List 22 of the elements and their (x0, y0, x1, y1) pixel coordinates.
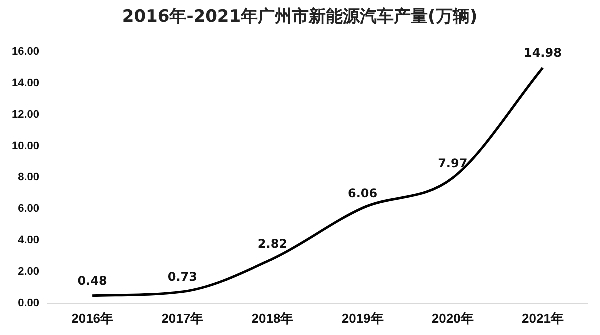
chart-title: 2016年-2021年广州市新能源汽车产量(万辆) (121, 6, 479, 29)
y-tick-label: 14.00 (12, 77, 40, 90)
data-label: 14.98 (524, 46, 562, 60)
y-tick-label: 0.00 (18, 297, 40, 310)
x-tick-label: 2020年 (432, 310, 474, 326)
y-tick-label: 8.00 (18, 172, 40, 184)
x-tick-label: 2021年 (522, 310, 564, 326)
data-label: 2.82 (258, 237, 288, 252)
data-label: 7.97 (438, 156, 468, 170)
y-tick-label: 6.00 (18, 203, 40, 216)
data-label: 0.48 (78, 274, 108, 288)
y-tick-label: 12.00 (12, 108, 40, 121)
data-label: 0.73 (168, 270, 198, 284)
y-tick-label: 10.00 (12, 140, 40, 152)
y-tick-label: 4.00 (18, 234, 40, 247)
y-tick-label: 16.00 (12, 46, 40, 58)
x-tick-label: 2019年 (342, 310, 384, 326)
x-tick-label: 2018年 (252, 310, 294, 326)
x-tick-label: 2016年 (72, 310, 114, 326)
y-tick-label: 2.00 (18, 266, 40, 278)
data-label: 6.06 (348, 186, 378, 200)
x-tick-label: 2017年 (162, 310, 204, 326)
